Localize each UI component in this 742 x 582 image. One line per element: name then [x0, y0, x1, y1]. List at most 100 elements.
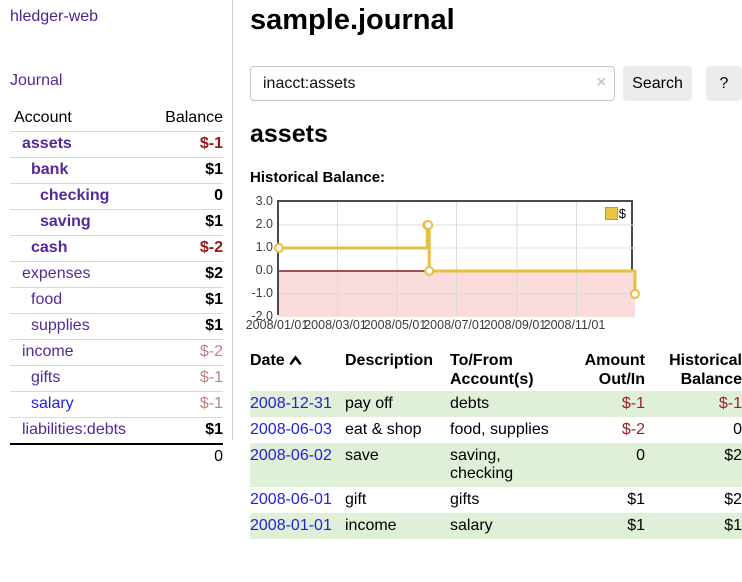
- account-name-cell: gifts: [10, 366, 152, 392]
- account-balance: $1: [205, 421, 223, 438]
- account-link[interactable]: bank: [31, 161, 69, 178]
- transaction-row: 2008-12-31 pay off debts $-1 $-1: [250, 391, 742, 417]
- x-tick-label: 2008/01/01: [245, 318, 309, 332]
- description-cell: income: [345, 517, 397, 534]
- amount-cell: $1: [627, 491, 645, 508]
- transaction-date-link[interactable]: 2008-12-31: [250, 395, 332, 412]
- register-header-amount: Amount Out/In: [584, 352, 645, 388]
- account-balance: $-2: [199, 239, 223, 256]
- transaction-row: 2008-06-03 eat & shop food, supplies $-2 0: [250, 417, 742, 443]
- sidebar-item-journal[interactable]: Journal: [10, 72, 63, 89]
- y-tick-label: 0.0: [255, 263, 273, 277]
- account-row: expenses $2: [10, 261, 223, 288]
- accounts-table: Account Balance assets $-1 bank $1 checking 0…: [10, 106, 223, 470]
- main-content: sample.journal × Search ? assets Histori…: [246, 0, 742, 539]
- account-link[interactable]: gifts: [31, 369, 61, 386]
- transaction-row: 2008-06-02 save saving, checking 0 $2: [250, 443, 742, 487]
- x-tick-label: 2008/05/01: [363, 318, 427, 332]
- account-link[interactable]: liabilities:debts: [22, 421, 127, 438]
- account-row: liabilities:debts $1: [10, 417, 223, 445]
- help-button[interactable]: ?: [706, 66, 742, 101]
- account-link[interactable]: saving: [40, 213, 91, 230]
- transaction-date-link[interactable]: 2008-06-03: [250, 421, 332, 438]
- y-tick-label: 3.0: [255, 194, 273, 208]
- balance-cell: $-1: [718, 395, 742, 412]
- register-table: Date Description To/From Account(s) Amou…: [250, 349, 742, 539]
- clear-search-icon[interactable]: ×: [596, 74, 606, 91]
- account-row: assets $-1: [10, 131, 223, 158]
- search-button[interactable]: Search: [623, 66, 692, 101]
- register-header-balance: Historical Balance: [669, 352, 742, 388]
- account-link[interactable]: expenses: [22, 265, 91, 282]
- accounts-header-balance: Balance: [165, 109, 223, 126]
- account-balance: $1: [205, 161, 223, 178]
- account-balance: $1: [205, 317, 223, 334]
- amount-cell: $-2: [621, 421, 645, 438]
- page-title: sample.journal: [250, 4, 455, 36]
- y-tick-label: 1.0: [255, 240, 273, 254]
- account-link[interactable]: checking: [40, 187, 110, 204]
- account-row: income $-2: [10, 339, 223, 366]
- account-link[interactable]: supplies: [31, 317, 90, 334]
- chart-title: Historical Balance:: [250, 169, 386, 186]
- account-link[interactable]: cash: [31, 239, 68, 256]
- accounts-cell: saving, checking: [450, 447, 514, 482]
- transaction-date-link[interactable]: 2008-06-01: [250, 491, 332, 508]
- account-name-cell: checking: [10, 184, 152, 210]
- account-heading: assets: [250, 120, 328, 148]
- description-cell: pay off: [345, 395, 393, 412]
- balance-cell: $2: [724, 447, 742, 464]
- account-name-cell: supplies: [10, 314, 152, 340]
- date-cell: 2008-06-01: [250, 487, 345, 513]
- legend-label: $: [618, 206, 626, 221]
- x-tick-label: 2008/03/01: [304, 318, 367, 332]
- y-tick-label: 2.0: [255, 217, 273, 231]
- search-bar: × Search ?: [250, 66, 742, 101]
- register-header-date-label: Date: [250, 352, 285, 369]
- account-name-cell: income: [10, 340, 152, 366]
- account-balance: $1: [205, 291, 223, 308]
- date-cell: 2008-06-02: [250, 443, 345, 487]
- account-name-cell: bank: [10, 158, 152, 184]
- chart-plot-area: $: [274, 200, 640, 317]
- accounts-cell: salary: [450, 517, 493, 534]
- account-name-cell: salary: [10, 392, 152, 418]
- date-cell: 2008-12-31: [250, 391, 345, 417]
- amount-cell: 0: [636, 447, 645, 464]
- account-balance: 0: [214, 187, 223, 204]
- description-cell: save: [345, 447, 379, 464]
- app-title-link[interactable]: hledger-web: [10, 8, 99, 25]
- account-name-cell: liabilities:debts: [10, 418, 152, 445]
- transaction-date-link[interactable]: 2008-01-01: [250, 517, 332, 534]
- x-tick-label: 2008/11/01: [543, 318, 606, 332]
- account-name-cell: assets: [10, 132, 152, 158]
- amount-cell: $1: [627, 517, 645, 534]
- account-row: checking 0: [10, 183, 223, 210]
- account-link[interactable]: assets: [22, 135, 72, 152]
- account-row: saving $1: [10, 209, 223, 236]
- account-row: gifts $-1: [10, 365, 223, 392]
- account-link[interactable]: salary: [31, 395, 74, 412]
- description-cell: eat & shop: [345, 421, 422, 438]
- account-name-cell: cash: [10, 236, 152, 262]
- amount-cell: $-1: [621, 395, 645, 412]
- sort-ascending-icon[interactable]: [289, 353, 302, 370]
- transaction-date-link[interactable]: 2008-06-02: [250, 447, 332, 464]
- historical-balance-chart: 3.0 2.0 1.0 0.0 -1.0 -2.0 $ 2008/01/01 2008/03…: [246, 194, 670, 333]
- account-link[interactable]: food: [31, 291, 63, 308]
- balance-cell: $2: [724, 491, 742, 508]
- accounts-total-row: 0: [10, 444, 223, 470]
- account-balance: $-2: [199, 343, 223, 360]
- account-balance: $1: [205, 213, 223, 230]
- account-name-cell: saving: [10, 210, 152, 236]
- account-balance: $-1: [199, 135, 223, 152]
- account-link[interactable]: income: [22, 343, 74, 360]
- search-input[interactable]: [250, 66, 615, 101]
- x-tick-label: 2008/09/01: [483, 318, 547, 332]
- account-name-cell: expenses: [10, 262, 152, 288]
- register-header-accounts: To/From Account(s): [450, 352, 534, 388]
- register-header-description: Description: [345, 352, 434, 369]
- account-row: supplies $1: [10, 313, 223, 340]
- legend-swatch-icon: [604, 207, 618, 220]
- register-header-date[interactable]: Date: [250, 349, 345, 391]
